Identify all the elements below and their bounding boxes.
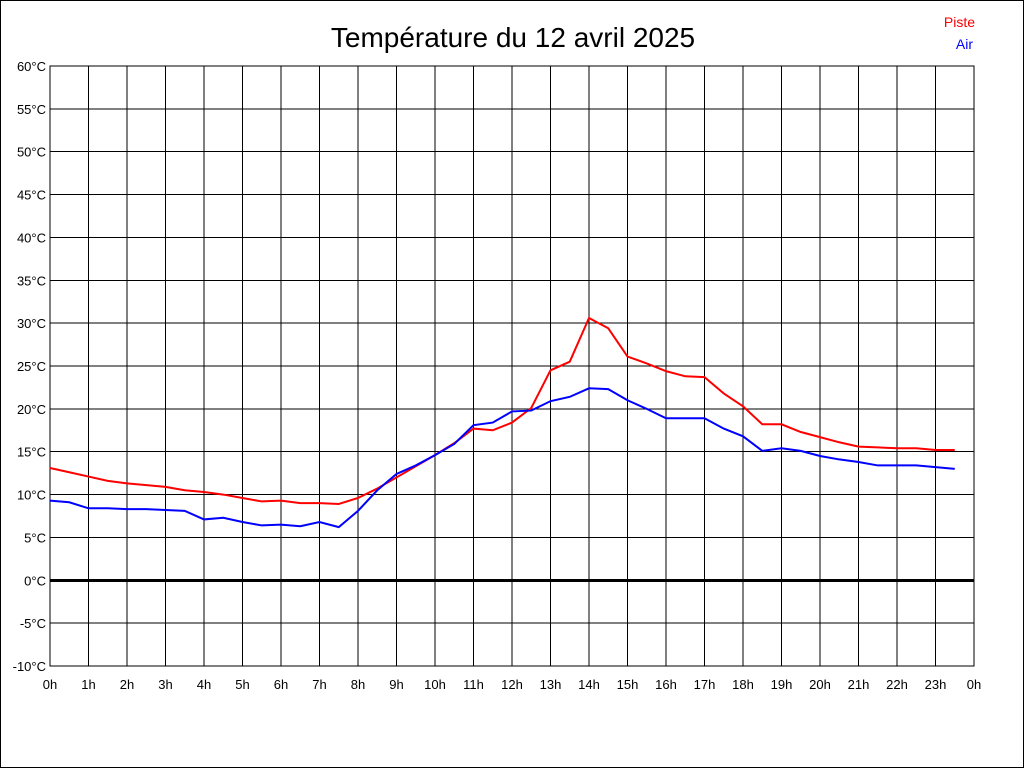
x-tick-label: 19h bbox=[771, 677, 793, 692]
x-tick-label: 7h bbox=[312, 677, 326, 692]
x-tick-label: 11h bbox=[463, 677, 484, 692]
x-tick-label: 0h bbox=[967, 677, 981, 692]
y-tick-label: 50°C bbox=[17, 145, 46, 160]
y-tick-label: 25°C bbox=[17, 359, 46, 374]
chart-title: Température du 12 avril 2025 bbox=[331, 22, 695, 53]
y-tick-label: 0°C bbox=[24, 573, 46, 588]
y-tick-label: 30°C bbox=[17, 316, 46, 331]
x-tick-label: 1h bbox=[81, 677, 95, 692]
x-tick-label: 10h bbox=[424, 677, 446, 692]
x-tick-label: 4h bbox=[197, 677, 211, 692]
x-tick-label: 8h bbox=[351, 677, 365, 692]
x-tick-label: 14h bbox=[578, 677, 600, 692]
x-tick-label: 16h bbox=[655, 677, 677, 692]
x-tick-label: 21h bbox=[848, 677, 870, 692]
series-line-piste bbox=[49, 316, 955, 506]
x-tick-label: 12h bbox=[501, 677, 523, 692]
y-tick-label: -10°C bbox=[13, 659, 46, 674]
y-tick-label: 40°C bbox=[17, 230, 46, 245]
legend-piste: Piste bbox=[944, 14, 975, 30]
legend-air: Air bbox=[956, 36, 973, 52]
y-tick-label: 20°C bbox=[17, 402, 46, 417]
x-tick-label: 2h bbox=[120, 677, 134, 692]
x-tick-label: 15h bbox=[617, 677, 639, 692]
y-tick-label: 55°C bbox=[17, 102, 46, 117]
x-tick-label: 23h bbox=[925, 677, 947, 692]
x-tick-label: 6h bbox=[274, 677, 288, 692]
x-tick-label: 18h bbox=[732, 677, 754, 692]
y-tick-label: 15°C bbox=[17, 445, 46, 460]
plot-frame bbox=[49, 65, 975, 667]
x-tick-label: 22h bbox=[886, 677, 908, 692]
y-tick-label: 35°C bbox=[17, 273, 46, 288]
x-tick-label: 0h bbox=[43, 677, 57, 692]
x-tick-label: 9h bbox=[389, 677, 403, 692]
y-tick-label: 45°C bbox=[17, 188, 46, 203]
y-tick-label: 60°C bbox=[17, 59, 46, 74]
x-tick-label: 3h bbox=[158, 677, 172, 692]
y-tick-label: 5°C bbox=[24, 530, 46, 545]
y-tick-label: -5°C bbox=[20, 616, 46, 631]
series-line-air bbox=[49, 387, 955, 529]
x-tick-label: 20h bbox=[809, 677, 831, 692]
x-tick-label: 5h bbox=[235, 677, 249, 692]
y-tick-label: 10°C bbox=[17, 488, 46, 503]
x-tick-label: 17h bbox=[694, 677, 716, 692]
x-tick-label: 13h bbox=[540, 677, 562, 692]
